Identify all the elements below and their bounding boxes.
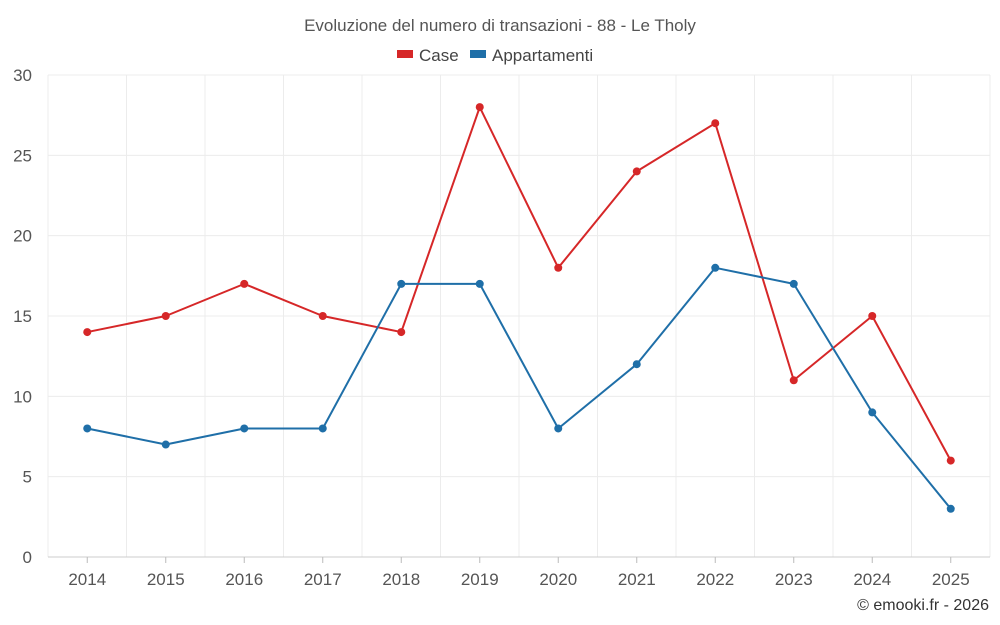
data-point-appartamenti[interactable] (397, 279, 406, 288)
x-tick-label: 2023 (775, 570, 813, 589)
data-point-appartamenti[interactable] (475, 279, 484, 288)
series-case (83, 103, 955, 465)
x-tick-label: 2020 (539, 570, 577, 589)
data-point-case[interactable] (318, 312, 327, 320)
chart-title: Evoluzione del numero di transazioni - 8… (304, 16, 696, 35)
legend: Case Appartamenti (397, 46, 593, 65)
data-point-appartamenti[interactable] (240, 424, 249, 433)
x-tick-label: 2022 (696, 570, 734, 589)
y-tick-label: 0 (23, 548, 32, 567)
data-point-appartamenti[interactable] (789, 279, 798, 288)
data-point-appartamenti[interactable] (868, 408, 877, 417)
data-point-case[interactable] (397, 328, 406, 337)
y-tick-label: 5 (23, 468, 32, 487)
x-tick-label: 2017 (304, 570, 342, 589)
data-point-appartamenti[interactable] (632, 360, 641, 369)
data-point-appartamenti[interactable] (946, 504, 955, 513)
data-point-appartamenti[interactable] (318, 424, 327, 433)
y-tick-label: 30 (13, 66, 32, 85)
data-point-case[interactable] (83, 328, 92, 337)
data-point-appartamenti[interactable] (711, 263, 720, 272)
data-point-case[interactable] (554, 263, 563, 272)
series-line-appartamenti (87, 266, 952, 510)
x-tick-label: 2015 (147, 570, 185, 589)
y-tick-label: 15 (13, 307, 32, 326)
x-tick-label: 2021 (618, 570, 656, 589)
data-point-case[interactable] (475, 103, 484, 112)
legend-swatch-case (397, 50, 413, 58)
data-point-case[interactable] (711, 119, 720, 128)
y-tick-label: 25 (13, 146, 32, 165)
legend-label-case: Case (419, 46, 459, 65)
legend-item-case[interactable]: Case (397, 46, 459, 65)
data-point-case[interactable] (161, 312, 170, 320)
data-point-case[interactable] (789, 376, 798, 385)
legend-swatch-appartamenti (470, 50, 486, 58)
x-tick-label: 2024 (853, 570, 891, 589)
data-point-appartamenti[interactable] (554, 424, 563, 433)
data-point-appartamenti[interactable] (161, 440, 170, 449)
x-tick-label: 2018 (382, 570, 420, 589)
series-layer (83, 103, 955, 513)
y-tick-label: 10 (13, 387, 32, 406)
x-tick-label: 2019 (461, 570, 499, 589)
data-point-appartamenti[interactable] (83, 424, 92, 433)
series-appartamenti (83, 263, 955, 513)
data-point-case[interactable] (946, 456, 955, 465)
data-point-case[interactable] (868, 312, 877, 320)
x-tick-label: 2016 (225, 570, 263, 589)
legend-item-appartamenti[interactable]: Appartamenti (470, 46, 593, 65)
x-tick-label: 2014 (68, 570, 106, 589)
credit-text: © emooki.fr - 2026 (857, 597, 989, 614)
legend-label-appartamenti: Appartamenti (492, 46, 593, 65)
x-tick-label: 2025 (932, 570, 970, 589)
grid (47, 74, 991, 558)
data-point-case[interactable] (240, 279, 249, 288)
series-line-case (87, 106, 952, 462)
y-tick-label: 20 (13, 227, 32, 246)
data-point-case[interactable] (632, 167, 641, 176)
